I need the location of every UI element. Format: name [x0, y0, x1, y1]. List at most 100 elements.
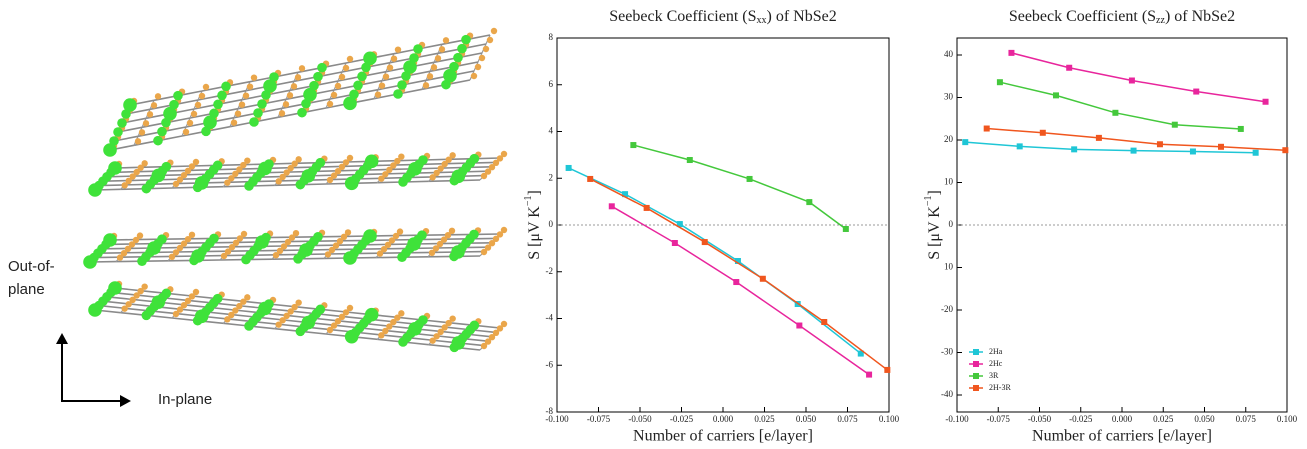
se-atom [116, 254, 124, 261]
se-atom [378, 82, 386, 89]
series-line [568, 167, 862, 355]
y-label-part: −1 [923, 196, 934, 207]
nb-atom [161, 288, 172, 299]
title-part: zz [1156, 15, 1165, 26]
nb-atom [309, 80, 319, 91]
x-tick-label: -0.100 [945, 414, 969, 424]
se-atom [184, 297, 192, 304]
nb-atom [169, 99, 179, 110]
se-atom [236, 235, 244, 242]
x-tick-label: -0.050 [1028, 414, 1052, 424]
axes-arrows [56, 333, 131, 407]
nb-atom [213, 99, 223, 110]
nb-atom [397, 80, 407, 90]
x-axis-label: Number of carriers [e/layer] [633, 428, 813, 445]
se-atom [192, 158, 200, 166]
x-tick-label: -0.075 [987, 414, 1011, 424]
nb-atom [264, 159, 274, 169]
x-tick-label: 0.050 [1194, 414, 1215, 424]
y-label-part: ] [526, 190, 543, 195]
point-marker [1262, 98, 1269, 105]
point-marker [1171, 121, 1178, 128]
se-atom [396, 228, 404, 235]
se-atom [232, 170, 239, 178]
se-atom [386, 64, 394, 71]
nb-atom [212, 160, 223, 171]
x-tick-label: -0.100 [545, 414, 569, 424]
se-atom [328, 246, 336, 254]
se-atom [500, 320, 508, 328]
y-tick-label: -2 [546, 266, 554, 276]
point-marker [1130, 147, 1137, 154]
se-atom [298, 65, 306, 72]
se-atom [291, 303, 298, 311]
se-atom [437, 165, 444, 172]
point-marker [842, 225, 849, 232]
nb-atom [253, 108, 263, 118]
se-atom [434, 55, 442, 62]
se-atom [194, 101, 202, 109]
se-atom [278, 110, 286, 117]
point-marker [1112, 109, 1119, 116]
point-marker [587, 175, 594, 182]
nb-atom [263, 79, 277, 93]
se-atom [438, 46, 446, 53]
se-atom [490, 27, 498, 35]
nb-atom [257, 99, 267, 109]
point-marker [1128, 77, 1135, 84]
se-atom [224, 179, 231, 186]
se-atom [338, 73, 346, 81]
y-tick-label: 2 [549, 172, 554, 182]
point-marker [701, 239, 708, 246]
nb-atom [217, 90, 227, 101]
se-atom [380, 246, 388, 253]
se-atom [188, 293, 196, 300]
nb-atom [109, 136, 119, 146]
title-part: xx [757, 15, 767, 26]
se-atom [133, 168, 140, 176]
se-atom [436, 240, 444, 248]
point-marker [1016, 143, 1023, 150]
se-atom [125, 177, 132, 185]
se-atom [146, 111, 154, 118]
nb-atom [409, 53, 419, 63]
point-marker [1237, 125, 1244, 132]
se-atom [449, 315, 456, 322]
se-atom [432, 245, 440, 252]
point-marker [686, 157, 693, 164]
se-atom [136, 232, 144, 239]
point-marker [1193, 88, 1200, 95]
se-atom [284, 238, 292, 246]
se-atom [182, 128, 190, 136]
se-atom [236, 302, 243, 310]
se-atom [290, 83, 298, 90]
se-atom [288, 234, 296, 241]
nb-atom [449, 61, 459, 72]
point-marker [1156, 141, 1163, 148]
nb-atom [212, 293, 223, 304]
nb-atom [469, 153, 480, 164]
se-atom [382, 171, 389, 178]
se-atom [386, 323, 393, 330]
point-marker [1053, 92, 1059, 99]
nb-atom [343, 96, 357, 111]
se-atom [500, 150, 508, 158]
se-atom [121, 305, 128, 312]
se-atom [480, 248, 488, 256]
se-atom [445, 156, 452, 163]
se-atom [232, 307, 239, 314]
se-atom [228, 244, 236, 251]
y-tick-label: 40 [944, 49, 954, 59]
se-atom [129, 173, 136, 180]
legend-label: 3R [989, 371, 999, 380]
point-marker [759, 275, 766, 282]
x-axis-label: Number of carriers [e/layer] [1032, 428, 1212, 445]
chart-title: Seebeck Coefficient (Sxx) of NbSe2 [609, 8, 836, 27]
series-line [611, 205, 870, 376]
nb-atom [313, 232, 323, 242]
se-atom [440, 236, 448, 243]
se-atom [240, 230, 248, 238]
se-atom [488, 240, 496, 247]
se-atom [474, 63, 482, 71]
